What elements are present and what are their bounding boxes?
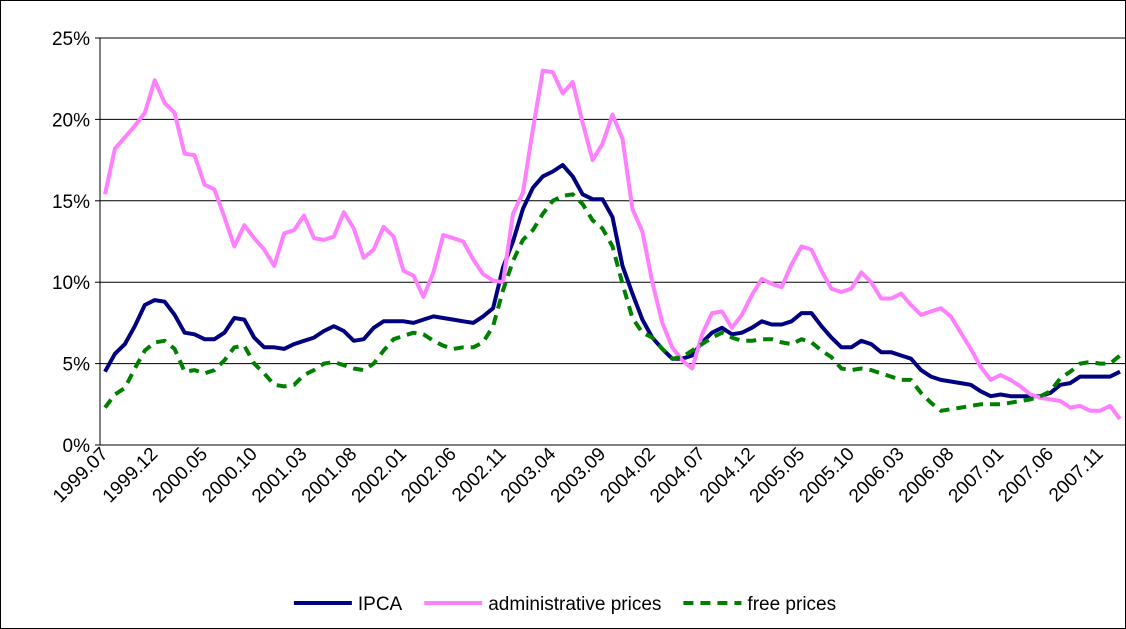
series-line — [103, 163, 1121, 399]
y-tick-label: 25% — [52, 29, 90, 50]
series-line — [103, 68, 1122, 421]
y-tick-label: 5% — [63, 355, 91, 376]
legend-label: administrative prices — [488, 594, 661, 615]
y-tick-label: 20% — [52, 110, 90, 131]
y-tick-label: 10% — [52, 273, 90, 294]
legend-label: IPCA — [358, 594, 403, 615]
legend: IPCA administrative prices free prices — [293, 594, 836, 615]
y-tick-label: 15% — [52, 192, 90, 213]
y-tick-label: 0% — [63, 436, 91, 457]
series-line — [103, 192, 1122, 413]
legend-label: free prices — [747, 594, 836, 615]
